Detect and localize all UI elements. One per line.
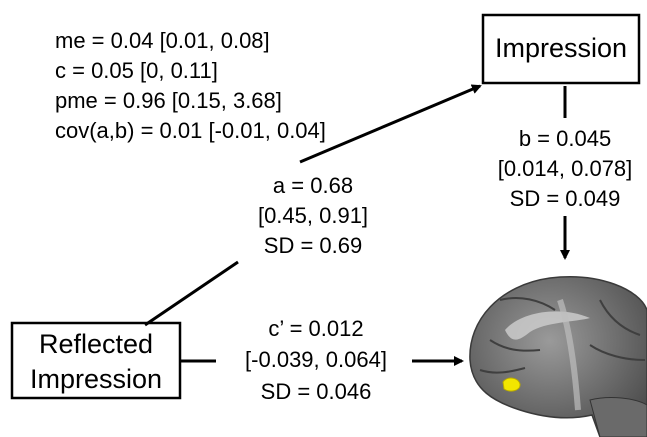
predictor-label: Impression — [30, 364, 162, 394]
path-b-label: b = 0.045 — [519, 126, 611, 151]
path-a-label: [0.45, 0.91] — [258, 203, 368, 228]
stat-line: cov(a,b) = 0.01 [-0.01, 0.04] — [55, 118, 326, 143]
path-c-prime-label: [-0.039, 0.064] — [245, 347, 387, 372]
brain-image — [470, 277, 647, 437]
diagram: me = 0.04 [0.01, 0.08] c = 0.05 [0, 0.11… — [0, 0, 647, 437]
path-a-label: a = 0.68 — [273, 173, 353, 198]
path-b-label: [0.014, 0.078] — [498, 156, 633, 181]
stats: me = 0.04 [0.01, 0.08] c = 0.05 [0, 0.11… — [55, 28, 326, 143]
arrow-a — [145, 262, 238, 325]
path-a-label: SD = 0.69 — [264, 233, 362, 258]
path-c-prime-label: SD = 0.046 — [261, 379, 372, 404]
stat-line: pme = 0.96 [0.15, 3.68] — [55, 88, 282, 113]
mediator-label: Impression — [495, 33, 627, 63]
arrow-a — [300, 86, 480, 162]
stat-line: me = 0.04 [0.01, 0.08] — [55, 28, 270, 53]
stat-line: c = 0.05 [0, 0.11] — [55, 58, 218, 83]
predictor-label: Reflected — [39, 329, 153, 359]
path-b-label: SD = 0.049 — [510, 186, 621, 211]
path-c-prime-label: c’ = 0.012 — [268, 316, 363, 341]
